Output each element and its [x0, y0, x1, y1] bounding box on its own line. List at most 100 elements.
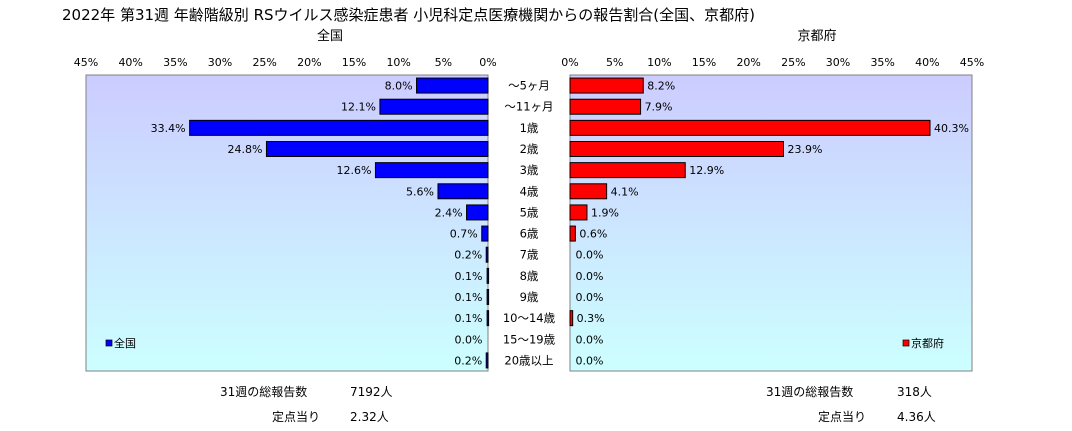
bar-national	[380, 99, 488, 114]
bar-national	[375, 163, 488, 178]
legend-kyoto-swatch	[903, 340, 909, 346]
bar-national	[190, 120, 488, 135]
x-tick-label: 25%	[252, 56, 276, 69]
category-label: ～5ヶ月	[508, 79, 550, 93]
data-label-national: 0.1%	[455, 312, 483, 325]
x-tick-label: 15%	[692, 56, 716, 69]
data-label-kyoto: 0.0%	[576, 354, 604, 367]
category-label: 20歳以上	[504, 353, 553, 367]
data-label-national: 8.0%	[385, 80, 413, 93]
bar-kyoto	[570, 120, 930, 135]
data-label-kyoto: 0.0%	[576, 291, 604, 304]
bar-kyoto	[570, 142, 784, 157]
bar-national	[487, 290, 489, 305]
data-label-national: 5.6%	[406, 185, 434, 198]
data-label-kyoto: 7.9%	[645, 101, 673, 114]
x-tick-label: 40%	[915, 56, 939, 69]
left-plot-area	[86, 75, 488, 371]
category-label: 8歳	[520, 269, 539, 283]
bar-national	[487, 268, 489, 283]
data-label-national: 2.4%	[435, 206, 463, 219]
x-tick-label: 45%	[74, 56, 98, 69]
legend-national-swatch	[106, 340, 112, 346]
data-label-kyoto: 1.9%	[591, 206, 619, 219]
national-per-label: 定点当り	[272, 409, 320, 424]
bar-national	[438, 184, 488, 199]
data-label-kyoto: 0.0%	[576, 333, 604, 346]
data-label-kyoto: 23.9%	[788, 143, 823, 156]
bar-kyoto	[570, 226, 575, 241]
category-label: 6歳	[520, 227, 539, 241]
data-label-kyoto: 12.9%	[689, 164, 724, 177]
national-reports-label: 31週の総報告数	[220, 384, 307, 399]
kyoto-reports-value: 318人	[897, 385, 932, 399]
category-label: 15～19歳	[503, 332, 556, 346]
data-label-kyoto: 0.3%	[577, 312, 605, 325]
bar-national	[467, 205, 488, 220]
bar-national	[417, 78, 488, 93]
x-tick-label: 35%	[870, 56, 894, 69]
category-label: 3歳	[520, 163, 539, 177]
x-tick-label: 5%	[606, 56, 623, 69]
data-label-national: 24.8%	[228, 143, 263, 156]
data-label-kyoto: 0.0%	[576, 249, 604, 262]
category-label: 1歳	[520, 121, 539, 135]
chart-title: 2022年 第31週 年齢階級別 RSウイルス感染症患者 小児科定点医療機関から…	[62, 6, 755, 24]
left-panel-title: 全国	[317, 28, 343, 44]
x-tick-label: 20%	[736, 56, 760, 69]
bar-kyoto	[570, 99, 641, 114]
legend-national-label: 全国	[114, 336, 136, 350]
category-label: 9歳	[520, 290, 539, 304]
category-label: 4歳	[520, 184, 539, 198]
data-label-kyoto: 0.6%	[579, 228, 607, 241]
x-tick-label: 40%	[118, 56, 142, 69]
data-label-kyoto: 40.3%	[934, 122, 969, 135]
kyoto-per-label: 定点当り	[818, 409, 866, 424]
category-label: 2歳	[520, 142, 539, 156]
national-per-value: 2.32人	[350, 410, 389, 424]
bar-national	[486, 247, 488, 262]
right-panel-title: 京都府	[797, 29, 836, 44]
x-tick-label: 15%	[342, 56, 366, 69]
data-label-national: 0.0%	[455, 333, 483, 346]
x-tick-label: 0%	[479, 56, 496, 69]
data-label-national: 12.1%	[341, 101, 376, 114]
bar-kyoto	[570, 311, 573, 326]
data-label-national: 0.1%	[455, 270, 483, 283]
kyoto-reports-label: 31週の総報告数	[766, 384, 853, 399]
bar-national	[486, 353, 488, 368]
data-label-kyoto: 8.2%	[647, 80, 675, 93]
x-tick-label: 35%	[163, 56, 187, 69]
right-plot-area	[570, 75, 972, 371]
kyoto-per-value: 4.36人	[897, 410, 936, 424]
category-label: 5歳	[520, 205, 539, 219]
data-label-kyoto: 0.0%	[576, 270, 604, 283]
x-tick-label: 10%	[647, 56, 671, 69]
category-label: ～11ヶ月	[504, 100, 553, 114]
right-axis-ticks: 0% 5% 10% 15% 20% 25% 30% 35% 40% 45%	[561, 56, 984, 69]
bar-kyoto	[570, 163, 685, 178]
legend-kyoto-label: 京都府	[911, 336, 944, 350]
x-tick-label: 10%	[386, 56, 410, 69]
bar-kyoto	[570, 184, 607, 199]
category-label: 10～14歳	[503, 311, 556, 325]
data-label-national: 0.7%	[450, 228, 478, 241]
x-tick-label: 20%	[297, 56, 321, 69]
bar-national	[266, 142, 488, 157]
x-tick-label: 0%	[561, 56, 578, 69]
data-label-national: 0.1%	[455, 291, 483, 304]
bar-national	[487, 311, 489, 326]
bar-national	[482, 226, 488, 241]
data-label-kyoto: 4.1%	[611, 185, 639, 198]
data-label-national: 12.6%	[336, 164, 371, 177]
category-label: 7歳	[520, 248, 539, 262]
age-category-labels: ～5ヶ月 ～11ヶ月 1歳 2歳 3歳 4歳 5歳 6歳 7歳 8歳 9歳 10～14歳 15～19歳 2…	[503, 79, 556, 368]
x-tick-label: 45%	[960, 56, 984, 69]
x-tick-label: 25%	[781, 56, 805, 69]
data-label-national: 0.2%	[454, 354, 482, 367]
x-tick-label: 5%	[435, 56, 452, 69]
data-label-national: 33.4%	[151, 122, 186, 135]
bar-kyoto	[570, 205, 587, 220]
x-tick-label: 30%	[826, 56, 850, 69]
